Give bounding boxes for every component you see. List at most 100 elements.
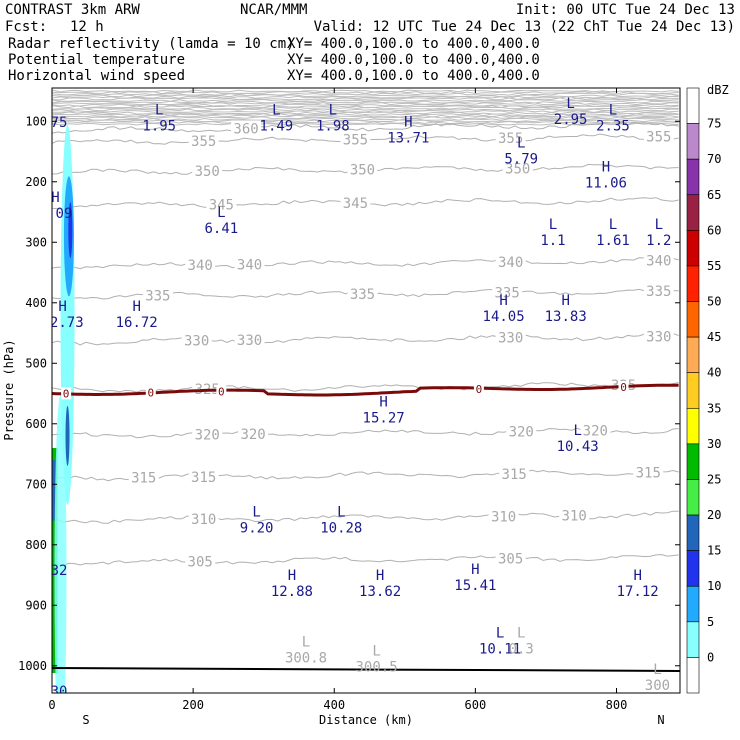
wind-extremum-kind: L (496, 626, 504, 642)
wind-extremum-value: 75 (51, 115, 68, 131)
wind-extremum-kind: H (51, 190, 59, 206)
isentrope-label: 320 (195, 427, 220, 443)
freezing-label: 0 (218, 386, 225, 399)
colorbar-swatch (686, 443, 700, 480)
isentrope-label: 315 (131, 470, 156, 486)
isentrope-label-bg (506, 423, 537, 439)
wind-extremum-kind: L (609, 102, 617, 118)
y-axis-label: Pressure (hPa) (2, 339, 16, 440)
y-tick-label: 500 (25, 356, 47, 370)
wind-extremum-kind: H (288, 568, 296, 584)
legend-xy-1: XY= 400.0,100.0 to 400.0,400.0 (287, 52, 540, 68)
isentrope-label: 355 (343, 133, 368, 149)
freezing-label: 0 (620, 381, 627, 394)
wind-extremum-value: 2.95 (554, 112, 588, 128)
isentrope-label-bg (185, 257, 216, 273)
wind-extremum-value: 0.3 (509, 642, 534, 658)
isentrope-label-bg (206, 196, 237, 212)
colorbar-swatch (686, 265, 700, 302)
top-isentrope (52, 103, 679, 107)
freezing-label-bg (145, 386, 156, 399)
y-tick-label: 900 (25, 598, 47, 612)
plot-area: 360 355 355 355 355 350 350 350 345 345 340 340 340 3… (2, 87, 681, 727)
colorbar-swatch (686, 230, 700, 267)
wind-extremum-value: 32 (51, 563, 68, 579)
top-isentrope (52, 106, 679, 110)
wind-extremum-kind: H (404, 114, 412, 130)
wind-extremum-kind: L (609, 217, 617, 233)
isentrope-label: 335 (646, 284, 671, 300)
isentrope-label-bg (643, 328, 674, 344)
y-tick-label: 1000 (18, 659, 47, 673)
wind-extremum-value: 1.95 (142, 118, 176, 134)
isentrope-label-bg (643, 252, 674, 268)
wind-extremum-kind: L (252, 505, 260, 521)
isentrope-label-bg (142, 287, 173, 303)
wind-extremum-value: 1.1 (540, 233, 565, 249)
ground-surface-line (52, 667, 680, 672)
colorbar-swatch (686, 194, 700, 231)
legend-xy-2: XY= 400.0,100.0 to 400.0,400.0 (287, 68, 540, 84)
wind-extremum-value: 15.41 (454, 578, 496, 594)
colorbar-label: 50 (707, 295, 721, 309)
top-isentrope (52, 114, 679, 118)
wind-extremum-kind: L (573, 423, 581, 439)
wind-extremum-kind: H (379, 394, 387, 410)
valid-time: Valid: 12 UTC Tue 24 Dec 13 (22 ChT Tue … (314, 19, 735, 35)
isentrope-label-bg (502, 160, 533, 176)
isentrope-label: 330 (184, 334, 209, 350)
wind-extremum-value: 300.8 (285, 651, 327, 667)
colorbar-swatch (686, 479, 700, 516)
isentrope-label: 330 (498, 331, 523, 347)
y-tick-label: 300 (25, 235, 47, 249)
isentrope-label-bg (185, 553, 216, 569)
isentrope-330 (52, 332, 679, 346)
wind-extremum-kind: H (376, 568, 384, 584)
wind-extremum-kind: H (602, 160, 610, 176)
reflectivity-band (52, 124, 75, 693)
wind-extremum-value: 5.79 (504, 152, 538, 168)
wind-extremum-kind: L (517, 136, 525, 152)
wind-extremum-kind: L (549, 217, 557, 233)
isentrope-label-bg (128, 469, 159, 485)
legend-entry-2: Horizontal wind speed (8, 68, 185, 84)
wind-extremum-value: 30 (51, 684, 68, 700)
colorbar-label: 60 (707, 223, 721, 237)
isentrope-label-bg (492, 284, 523, 300)
wind-extremum-value: 300 (645, 678, 670, 694)
wind-extremum-kind: L (372, 644, 380, 660)
wind-extremum-value: 9.20 (240, 521, 274, 537)
colorbar-swatch (686, 621, 700, 658)
wind-extremum-value: 11.06 (585, 176, 627, 192)
wind-extremum-value: 17.12 (617, 584, 659, 600)
isentrope-label-bg (188, 468, 219, 484)
wind-extremum-value: 1.2 (646, 233, 671, 249)
legend-entry-1: Potential temperature (8, 52, 185, 68)
x-tick-label: 200 (182, 698, 204, 712)
top-isentrope (52, 100, 679, 104)
isentrope-label: 350 (505, 161, 530, 177)
wind-extremum-kind: H (499, 293, 507, 309)
wind-extremum-value: 7.09 (39, 206, 73, 222)
colorbar-swatch (686, 407, 700, 445)
top-isentrope (52, 94, 679, 98)
wind-extremum-kind: L (337, 505, 345, 521)
isentrope-label-bg (347, 161, 378, 177)
colorbar-swatch (686, 585, 700, 623)
isentrope-label: 355 (191, 134, 216, 150)
colorbar-swatch (686, 87, 700, 124)
reflectivity-blue-streak (68, 202, 73, 259)
wind-extremum-value: 16.72 (116, 315, 158, 331)
legend-xy-0: XY= 400.0,100.0 to 400.0,400.0 (287, 36, 540, 52)
wind-extremum-kind: L (329, 102, 337, 118)
wind-extremum-value: 13.71 (387, 130, 429, 146)
x-tick-label: 400 (323, 698, 345, 712)
org-label: NCAR/MMM (240, 2, 307, 18)
y-tick-label: 400 (25, 296, 47, 310)
isentrope-label: 355 (498, 131, 523, 147)
wind-extremum-kind: H (633, 568, 641, 584)
colorbar-label: 45 (707, 330, 721, 344)
isentrope-label-bg (495, 130, 526, 146)
top-isentrope (52, 108, 679, 112)
